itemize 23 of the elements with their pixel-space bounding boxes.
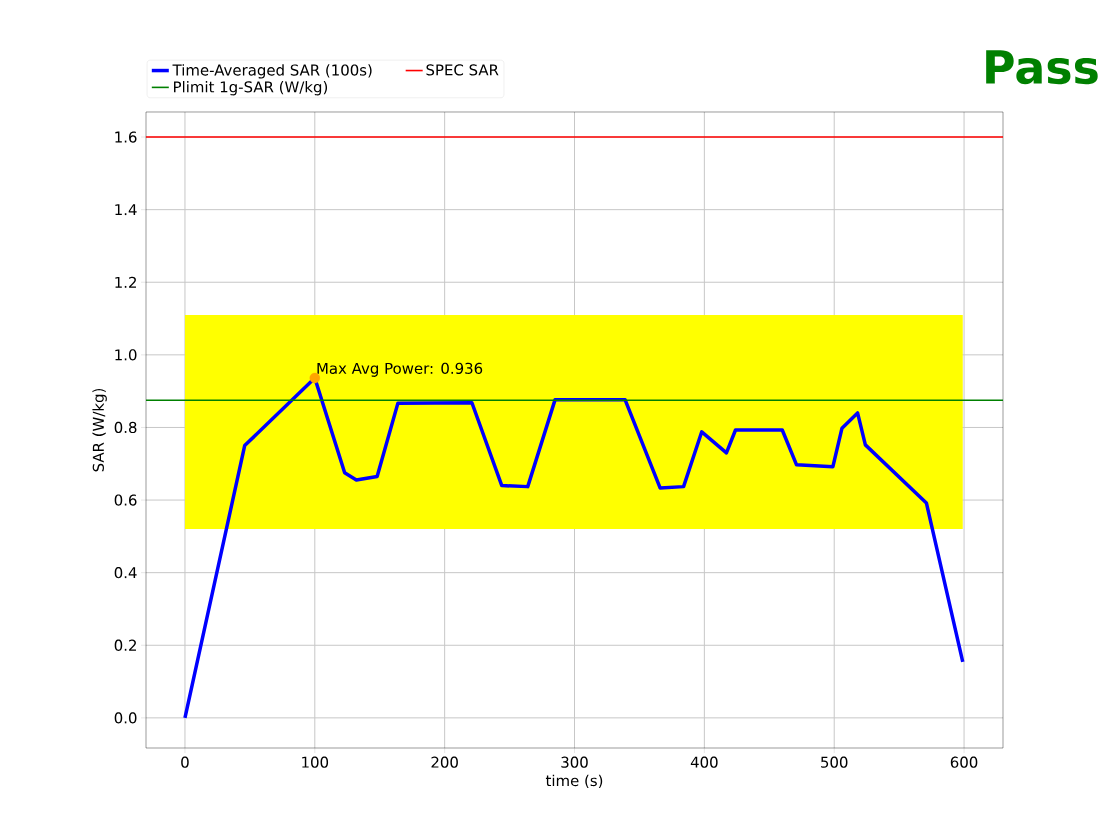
y-tick-label: 0.0 [114,712,137,724]
y-tick-label: 1.2 [115,276,136,288]
x-tick-label: 100 [302,756,329,768]
y-tick-label: 0.2 [114,639,136,651]
x-tick-label: 200 [431,756,458,768]
y-tick-label: 0.8 [114,421,137,434]
x-tick-label: 300 [561,756,588,768]
legend-label: Plimit 1g-SAR (W/kg) [174,80,328,96]
x-tick-label: 600 [950,756,978,768]
y-tick-label: 0.4 [114,567,137,579]
y-axis-title: SAR (W/kg) [92,388,107,472]
annotation: Max Avg Power: 0.936 [317,362,483,377]
y-tick-label: 1.6 [115,131,137,143]
x-tick-label: 500 [821,756,848,768]
legend-label: SPEC SAR [426,64,499,76]
x-axis-title: time (s) [545,774,603,788]
x-tick-label: 0 [181,756,189,768]
legend-label: Time-Averaged SAR (100s) [172,64,372,79]
text: Pass [986,50,1098,85]
y-tick-label: 0.6 [114,494,137,506]
y-tick-label: 1.0 [115,349,137,361]
y-tick-label: 1.4 [115,204,137,216]
x-tick-label: 400 [690,756,718,768]
